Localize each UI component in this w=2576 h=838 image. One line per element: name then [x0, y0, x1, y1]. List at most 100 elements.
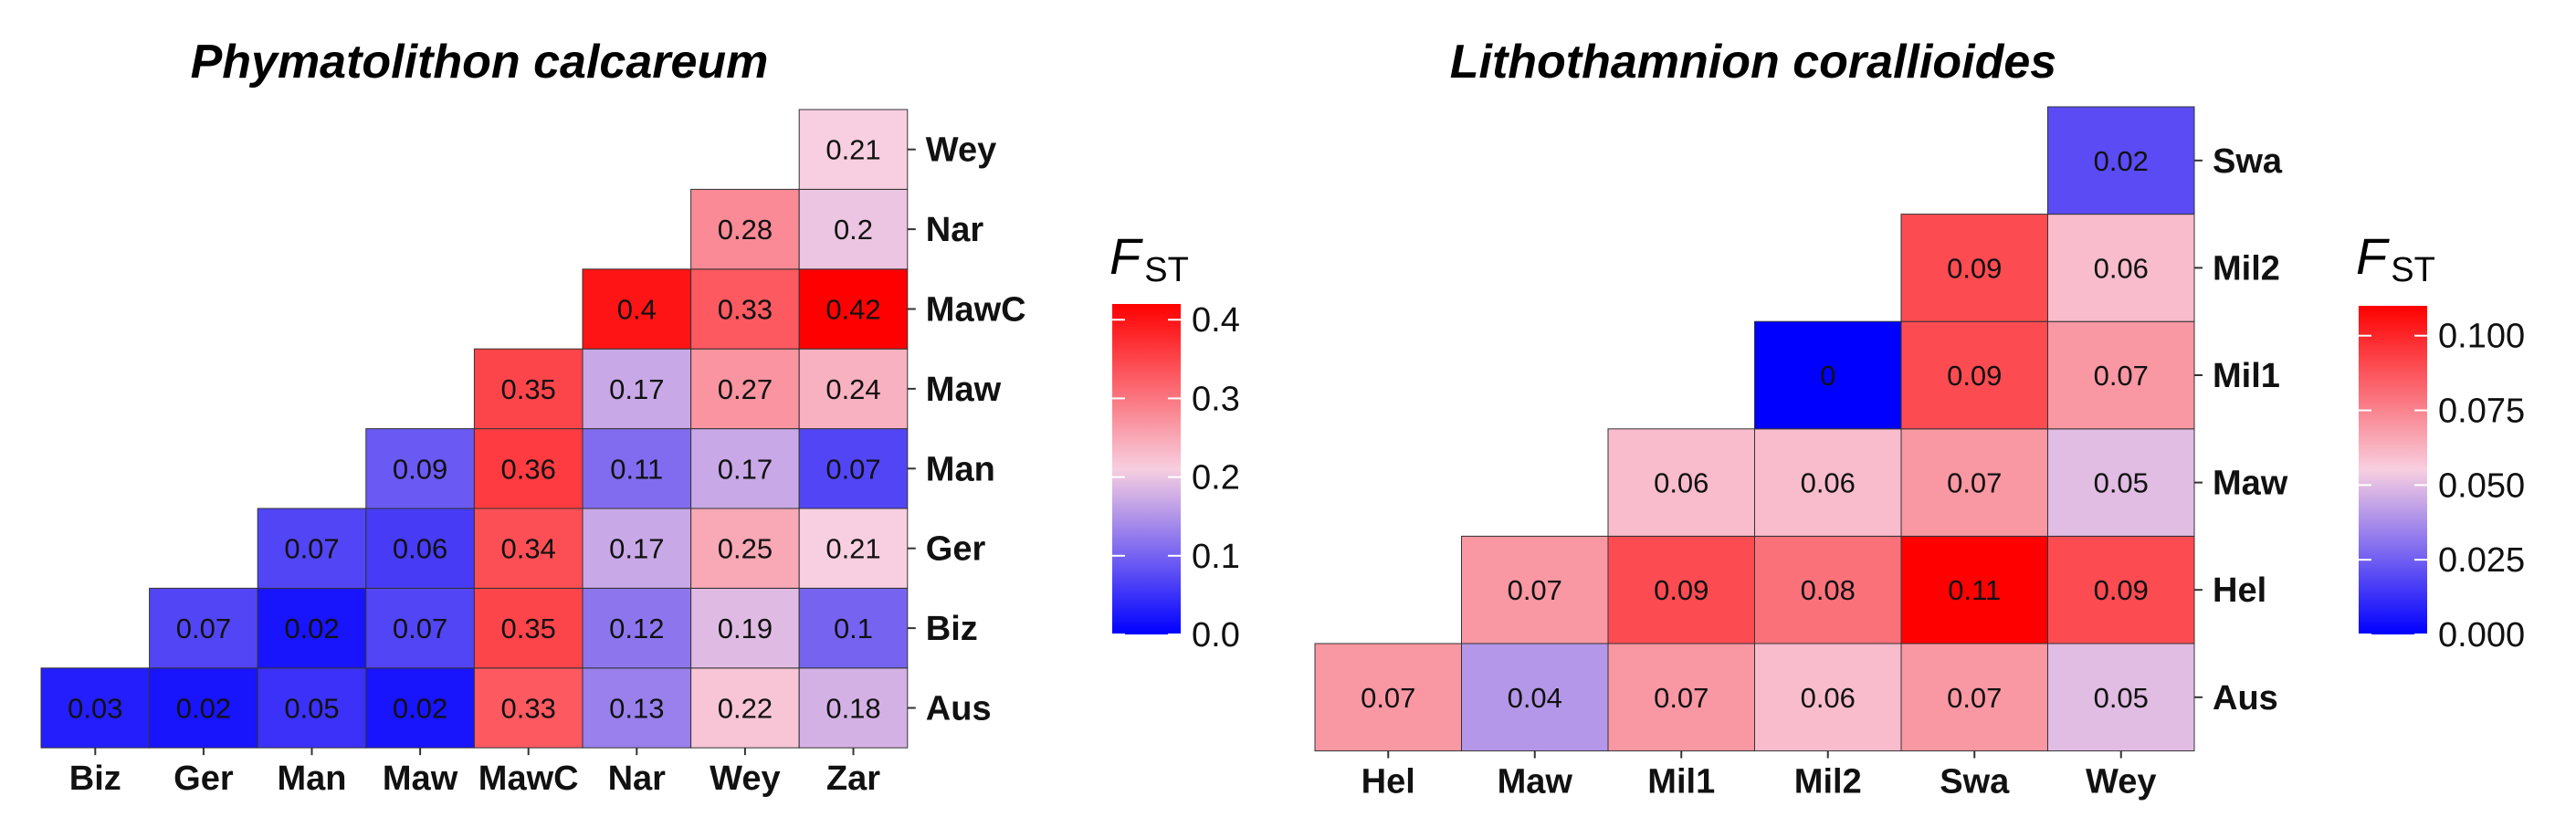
heatmap-cell-mil2-mil1 — [1754, 320, 1902, 430]
cell-value-label: 0.08 — [1801, 574, 1856, 606]
heatmap-cell-swa-mil1 — [1900, 320, 2048, 430]
x-tick-label-mil1: Mil1 — [1647, 763, 1715, 801]
legend-title: F ST — [2356, 227, 2435, 289]
cell-value-label: 0.06 — [1654, 467, 1709, 499]
heatmap-cell-nar-mawc — [582, 268, 692, 350]
heatmap-cell-zar-ger — [798, 508, 909, 589]
panel-title: Phymatolithon calcareum — [191, 36, 769, 89]
cell-value-label: 0.07 — [2094, 360, 2149, 392]
heatmap-cell-zar-nar — [798, 188, 909, 270]
y-tick-label-hel: Hel — [2213, 571, 2266, 610]
heatmap-cell-nar-maw — [582, 348, 692, 430]
legend-tick-label: 0.3 — [1192, 380, 1240, 418]
cell-value-label: 0.06 — [393, 533, 447, 565]
legend-colorbar — [1112, 304, 1181, 634]
cell-value-label: 0.25 — [718, 533, 773, 565]
legend-tick-label: 0.075 — [2438, 393, 2525, 431]
lithothamnion-heatmap-panel: Lithothamnion corallioides 0.07 0.04 0.07 0.… — [1314, 36, 2525, 801]
cell-value-label: 0.06 — [1801, 467, 1856, 499]
heatmap-cell-nar-ger — [582, 508, 692, 589]
x-tick-label-zar: Zar — [826, 759, 880, 798]
cell-value-label: 0.17 — [609, 373, 664, 405]
y-tick-label-swa: Swa — [2213, 142, 2283, 181]
cell-value-label: 0.09 — [393, 453, 447, 485]
cell-value-label: 0.11 — [610, 453, 663, 485]
heatmap-cell-man-ger — [257, 508, 367, 589]
y-tick-label-ger: Ger — [926, 530, 986, 569]
x-tick-label-maw: Maw — [383, 759, 458, 798]
cell-value-label: 0.4 — [617, 294, 657, 326]
heatmap-cell-wey-ger — [690, 508, 800, 589]
cell-value-label: 0.05 — [2094, 467, 2149, 499]
cell-value-label: 0.34 — [501, 533, 556, 565]
heatmap-cell-ger-biz — [149, 587, 258, 669]
legend-tick-label: 0.2 — [1192, 459, 1240, 498]
cell-value-label: 0.12 — [609, 613, 664, 644]
y-tick-label-man: Man — [926, 450, 995, 488]
cell-value-label: 0.07 — [1947, 682, 2002, 714]
heatmap-cell-wey-swa — [2047, 106, 2195, 215]
heatmap-cell-maw-hel — [1461, 535, 1609, 644]
cell-value-label: 0.07 — [176, 613, 231, 644]
heatmap-cell-ger-aus — [149, 667, 258, 749]
x-tick-label-nar: Nar — [608, 759, 667, 798]
heatmap-cell-wey-man — [690, 428, 800, 509]
cell-value-label: 0.02 — [2094, 145, 2149, 177]
cell-value-label: 0.19 — [718, 613, 773, 644]
legend-tick-label: 0.050 — [2438, 466, 2525, 505]
heatmap-cell-mawc-biz — [473, 587, 584, 669]
y-tick-label-maw: Maw — [926, 371, 1002, 409]
y-tick-label-nar: Nar — [926, 211, 984, 249]
cell-value-label: 0.06 — [1801, 682, 1856, 714]
legend-tick-label: 0.1 — [1192, 538, 1240, 576]
y-tick-label-aus: Aus — [926, 690, 992, 728]
heatmap-cell-swa-aus — [1900, 643, 2048, 752]
cell-value-label: 0.33 — [718, 294, 773, 326]
cell-value-label: 0.21 — [825, 134, 880, 166]
cell-value-label: 0.27 — [718, 373, 773, 405]
cell-value-label: 0.07 — [1508, 574, 1562, 606]
heatmap-cell-hel-aus — [1314, 643, 1462, 752]
heatmap-cell-swa-mil2 — [1900, 214, 2048, 322]
heatmap-cell-wey-mil1 — [2047, 320, 2195, 430]
cell-value-label: 0.07 — [825, 453, 880, 485]
cell-value-label: 0.09 — [1947, 360, 2002, 392]
heatmap-cell-zar-wey — [798, 109, 909, 190]
heatmap-cell-maw-man — [365, 428, 475, 509]
y-tick-label-wey: Wey — [926, 131, 996, 170]
cell-value-label: 0.04 — [1508, 682, 1562, 714]
cell-value-label: 0.09 — [1947, 252, 2002, 284]
cell-value-label: 0.13 — [609, 693, 664, 725]
y-tick-label-biz: Biz — [926, 610, 978, 648]
cell-value-label: 0.42 — [825, 294, 880, 326]
cell-value-label: 0.17 — [609, 533, 664, 565]
heatmap-cell-wey-aus — [2047, 643, 2195, 752]
x-tick-label-man: Man — [278, 759, 347, 798]
x-tick-label-swa: Swa — [1940, 763, 2010, 801]
heatmap-cell-zar-biz — [798, 587, 909, 669]
heatmap-cell-mil2-maw — [1754, 428, 1902, 537]
legend-tick-label: 0.000 — [2438, 616, 2525, 655]
cell-value-label: 0 — [1820, 360, 1835, 392]
cell-value-label: 0.07 — [1654, 682, 1709, 714]
y-tick-label-mawc: MawC — [926, 291, 1026, 330]
x-tick-label-hel: Hel — [1362, 763, 1415, 801]
heatmap-cell-wey-hel — [2047, 535, 2195, 644]
y-tick-label-mil1: Mil1 — [2213, 357, 2280, 395]
cell-value-label: 0.18 — [825, 693, 880, 725]
cell-value-label: 0.1 — [834, 613, 873, 644]
cell-value-label: 0.07 — [284, 533, 339, 565]
heatmap-cell-mil1-maw — [1607, 428, 1755, 537]
heatmap-cell-mil2-aus — [1754, 643, 1902, 752]
cell-value-label: 0.03 — [68, 693, 122, 725]
panel-title: Lithothamnion corallioides — [1450, 36, 2056, 89]
cell-value-label: 0.35 — [501, 373, 556, 405]
heatmap-cell-man-biz — [257, 587, 367, 669]
cell-value-label: 0.02 — [284, 613, 339, 644]
x-tick-label-mawc: MawC — [478, 759, 579, 798]
x-tick-label-biz: Biz — [69, 759, 121, 798]
y-tick-label-maw: Maw — [2213, 465, 2288, 503]
heatmap-cell-maw-aus — [365, 667, 475, 749]
cell-value-label: 0.06 — [2094, 252, 2149, 284]
